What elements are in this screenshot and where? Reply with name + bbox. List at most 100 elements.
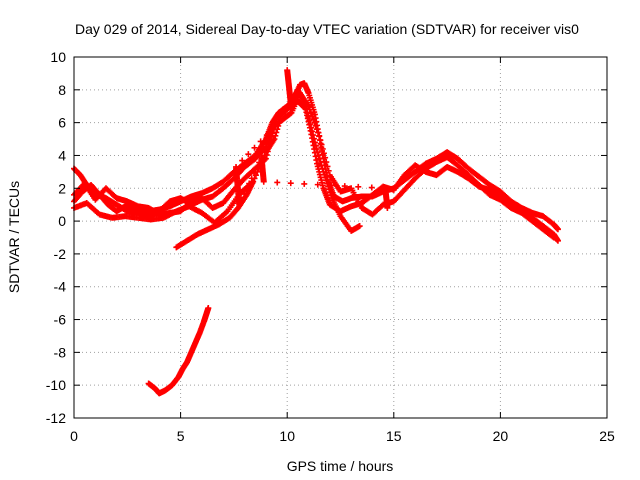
plus-marker [263,132,270,139]
plus-marker [341,183,348,190]
plus-marker [239,157,246,164]
plus-marker [276,119,283,126]
plus-marker [325,167,332,174]
y-tick-label: 0 [58,213,66,229]
x-tick-label: 15 [386,428,402,444]
x-tick-label: 25 [599,428,615,444]
plus-marker [355,183,362,190]
plus-marker [238,196,245,203]
plus-marker [260,178,267,185]
plus-marker [325,183,332,190]
plus-marker [319,145,326,152]
plus-marker [318,141,325,148]
data-series [71,67,561,397]
plus-marker [314,181,321,188]
plus-marker [243,185,250,192]
x-tick-label: 10 [279,428,295,444]
plus-marker [314,149,321,156]
plus-marker [303,106,310,113]
plus-marker [316,155,323,162]
plus-marker [305,113,312,120]
y-tick-label: 10 [50,49,66,65]
plus-marker [313,126,320,133]
series-spikes [233,67,391,211]
y-tick-label: 8 [58,82,66,98]
plus-marker [328,192,335,199]
plus-marker [236,201,243,208]
plus-marker [310,116,317,123]
plus-marker [368,184,375,191]
grid-lines [74,57,607,418]
plus-marker [277,116,284,123]
plus-marker [274,179,281,186]
plus-marker [288,106,295,113]
plus-marker [323,159,330,166]
y-axis-label: SDTVAR / TECUs [6,181,22,293]
axis-ticks: 0 5 10 15 20 25 -12 -10 -8 -6 -4 -2 0 2 4 6 8 10 [46,49,615,444]
y-tick-label: 6 [58,115,66,131]
x-tick-label: 20 [493,428,509,444]
y-tick-label: 4 [58,147,66,163]
plus-marker [320,168,327,175]
plus-marker [549,233,556,240]
x-axis-label: GPS time / hours [287,458,394,474]
y-tick-label: -12 [46,410,66,426]
plus-marker [317,137,324,144]
chart-title: Day 029 of 2014, Sidereal Day-to-day VTE… [75,21,579,37]
y-tick-label: 2 [58,180,66,196]
plus-marker [554,226,561,233]
plus-marker [287,180,294,187]
plus-marker [554,237,561,244]
plus-marker [324,180,331,187]
plus-marker [320,150,327,157]
plus-marker [324,163,331,170]
plus-marker [251,169,258,176]
plus-marker [308,124,315,131]
plus-marker [313,145,320,152]
plus-marker [251,144,258,151]
plus-marker [328,182,335,189]
plus-marker [246,180,253,187]
y-tick-label: -6 [54,312,67,328]
plus-marker [317,159,324,166]
plus-marker [245,151,252,158]
plus-marker [278,109,285,116]
plus-marker [306,117,313,124]
plus-marker [326,186,333,193]
plus-marker [323,177,330,184]
plus-marker [321,171,328,178]
plus-marker [322,174,329,181]
plus-marker [384,204,391,211]
plus-marker [275,122,282,129]
plus-marker [273,129,280,136]
plus-marker [301,180,308,187]
plus-marker [327,189,334,196]
plus-marker [241,191,248,198]
plus-marker [312,142,319,149]
plus-marker [311,139,318,146]
plus-marker [319,165,326,172]
plus-marker [356,223,363,230]
series-track-6 [145,305,212,397]
plus-marker [269,125,276,132]
plus-marker [248,175,255,182]
plus-marker [282,112,289,119]
plus-marker [272,132,279,139]
plus-marker [304,110,311,117]
plus-marker [307,121,314,128]
plot-frame [73,56,608,419]
plus-marker [550,234,557,241]
plus-marker [315,152,322,159]
plus-marker [318,162,325,169]
plus-marker [312,122,319,129]
plus-marker [322,154,329,161]
plus-marker [309,128,316,135]
plus-marker [314,129,321,136]
y-tick-label: -2 [54,246,67,262]
plus-marker [316,132,323,139]
plus-marker [311,119,318,126]
plus-marker [302,105,309,112]
plus-marker [271,136,278,143]
plus-marker [310,132,317,139]
